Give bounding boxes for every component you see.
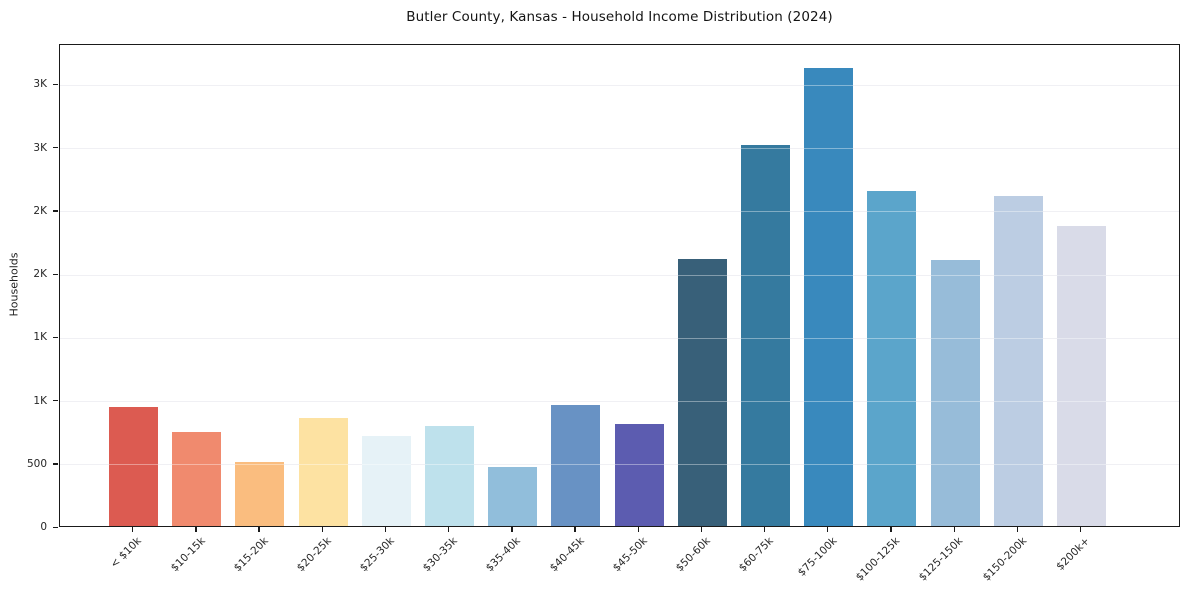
gridline-overlay: [60, 337, 1179, 339]
bar: [425, 426, 475, 526]
y-tick-mark: [53, 210, 58, 212]
plot-area: [59, 44, 1180, 527]
x-tick-label: $75-100k: [795, 535, 840, 579]
chart-title: Butler County, Kansas - Household Income…: [406, 9, 833, 25]
y-tick-label: 1K: [33, 331, 47, 344]
y-tick-label: 2K: [33, 204, 47, 217]
y-tick-label: 3K: [33, 78, 47, 91]
gridline: [60, 211, 1179, 213]
gridline-overlay: [60, 464, 1179, 466]
gridline: [60, 337, 1179, 339]
bar: [993, 196, 1043, 526]
x-tick-label: $15-20k: [231, 535, 271, 575]
x-tick-label: $125-150k: [916, 535, 966, 584]
y-axis-label: Households: [7, 252, 21, 317]
x-tick-label: $40-45k: [547, 535, 587, 575]
y-tick-mark: [53, 336, 58, 339]
gridline: [60, 84, 1179, 86]
x-tick-label: $25-30k: [357, 535, 397, 575]
x-tick-mark: [1016, 527, 1019, 532]
x-tick-label: $100-125k: [853, 535, 903, 584]
gridline: [60, 148, 1179, 150]
x-tick-label: $20-25k: [294, 535, 334, 575]
y-tick-label: 3K: [33, 141, 47, 154]
x-tick-mark: [132, 527, 134, 532]
bar: [804, 68, 854, 526]
gridline-overlay: [60, 211, 1179, 213]
gridline-overlay: [60, 148, 1179, 150]
y-tick-mark: [53, 273, 58, 275]
bar: [488, 466, 538, 526]
y-tick-label: 500: [26, 457, 47, 470]
x-tick-label: $35-40k: [484, 535, 524, 575]
bar: [551, 404, 601, 526]
x-tick-label: $60-75k: [736, 535, 776, 575]
x-tick-mark: [827, 527, 829, 532]
x-tick-mark: [258, 527, 260, 532]
bar: [867, 190, 917, 526]
bar: [109, 407, 159, 526]
x-tick-mark: [953, 527, 955, 532]
x-tick-label: $10-15k: [168, 535, 208, 575]
x-tick-mark: [511, 527, 513, 532]
x-tick-label: $45-50k: [610, 535, 650, 575]
x-tick-label: $150-200k: [980, 535, 1029, 584]
gridline-overlay: [60, 84, 1179, 86]
gridline-overlay: [60, 401, 1179, 403]
y-tick-label: 1K: [33, 394, 47, 407]
gridline-overlay: [60, 274, 1179, 276]
x-tick-mark: [700, 527, 703, 532]
bar: [740, 145, 790, 526]
bar: [235, 461, 285, 526]
x-tick-mark: [195, 527, 197, 532]
bar: [930, 260, 980, 526]
x-tick-mark: [637, 527, 639, 532]
x-tick-mark: [384, 527, 387, 532]
y-tick-label: 0: [40, 521, 47, 533]
bar: [172, 432, 222, 526]
bar: [361, 436, 411, 526]
x-tick-mark: [448, 527, 450, 532]
y-tick-mark: [53, 400, 58, 402]
y-tick-mark: [53, 526, 58, 528]
bar: [1056, 226, 1106, 526]
bar: [677, 259, 727, 526]
x-tick-mark: [763, 527, 766, 532]
x-tick-label: $50-60k: [673, 535, 713, 575]
gridline: [60, 401, 1179, 403]
bar: [298, 417, 348, 526]
bar: [614, 423, 664, 526]
x-tick-label: $200k+: [1053, 535, 1092, 573]
x-tick-mark: [321, 527, 323, 532]
x-tick-label: < $10k: [108, 535, 145, 571]
x-tick-label: $30-35k: [420, 535, 461, 575]
x-tick-mark: [1079, 527, 1082, 532]
gridline: [60, 274, 1179, 276]
y-tick-mark: [53, 463, 58, 465]
y-tick-mark: [53, 147, 58, 149]
x-tick-mark: [574, 527, 576, 532]
y-tick-label: 2K: [33, 268, 47, 281]
x-tick-mark: [890, 527, 892, 532]
y-tick-mark: [53, 83, 58, 86]
